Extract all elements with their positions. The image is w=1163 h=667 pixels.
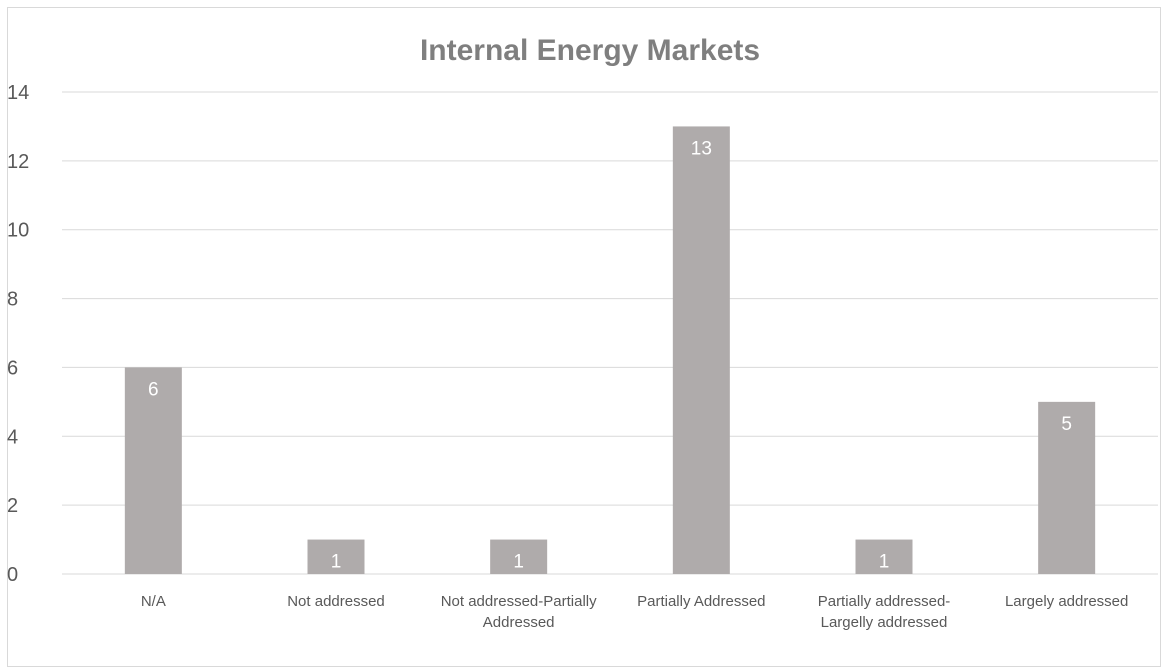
bar: [307, 539, 365, 574]
bar: [124, 367, 182, 574]
y-tick-label: 4: [7, 426, 18, 448]
bar: [672, 126, 730, 574]
category-label: Partially Addressed: [637, 593, 765, 610]
data-label: 1: [331, 552, 342, 573]
bar: [855, 539, 913, 574]
y-tick-label: 10: [7, 220, 29, 242]
data-label: 13: [691, 138, 712, 159]
data-label: 5: [1061, 414, 1072, 435]
category-label: Not addressed-Partially Addressed: [441, 593, 597, 631]
category-label: Largely addressed: [1005, 593, 1128, 610]
category-label: Not addressed: [287, 593, 385, 610]
chart-title: Internal Energy Markets: [419, 34, 761, 67]
bar: [490, 539, 548, 574]
category-label: N/A: [141, 593, 166, 610]
chart-frame: Internal Energy Markets 0 2 4 6 8 10 12 14 6 N/A 1…: [7, 7, 1161, 667]
y-tick-label: 14: [7, 82, 29, 104]
bar: [1038, 401, 1096, 574]
category-label: Partially addressed-Largelly addressed: [818, 593, 951, 631]
y-tick-label: 12: [7, 151, 29, 173]
bar-chart-plot: 0 2 4 6 8 10 12 14 6 N/A 1 Not addressed 1 Not addres…: [7, 82, 1158, 631]
y-tick-label: 2: [7, 495, 18, 517]
data-label: 1: [513, 552, 524, 573]
y-tick-label: 0: [7, 564, 18, 586]
data-label: 1: [879, 552, 890, 573]
data-label: 6: [148, 379, 159, 400]
y-tick-label: 8: [7, 289, 18, 311]
y-tick-label: 6: [7, 357, 18, 379]
